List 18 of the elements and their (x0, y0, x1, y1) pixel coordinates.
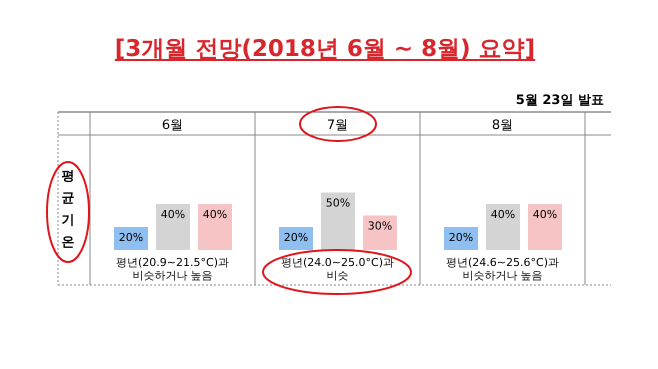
chart-title: 8월 (492, 118, 514, 133)
data-label: 50% (326, 196, 350, 210)
data-label: 20% (118, 231, 144, 244)
data-label: 40% (490, 208, 516, 221)
chart-title: 7월 (326, 118, 348, 133)
y-axis-title: 평균기온 (62, 169, 74, 250)
text: 5월 23일 발표 (516, 93, 604, 108)
text: [3개월 전망(2018년 6월 ~ 8월) 요약] (114, 36, 536, 62)
x-axis-title: 평년(24.6~25.6°C)과 비슷하거나 높음 (446, 256, 559, 282)
data-label: 40% (202, 208, 228, 221)
data-label: 40% (532, 208, 558, 221)
chart-title: 6월 (162, 118, 184, 133)
data-label: 20% (448, 231, 474, 244)
data-label: 30% (368, 220, 392, 232)
x-axis-title: 평년(24.0~25.0°C)과 비슷 (281, 256, 394, 282)
x-axis-title: 평년(20.9~21.5°C)과 비슷하거나 높음 (116, 256, 229, 282)
data-label: 20% (284, 231, 308, 244)
data-label: 40% (160, 208, 186, 221)
